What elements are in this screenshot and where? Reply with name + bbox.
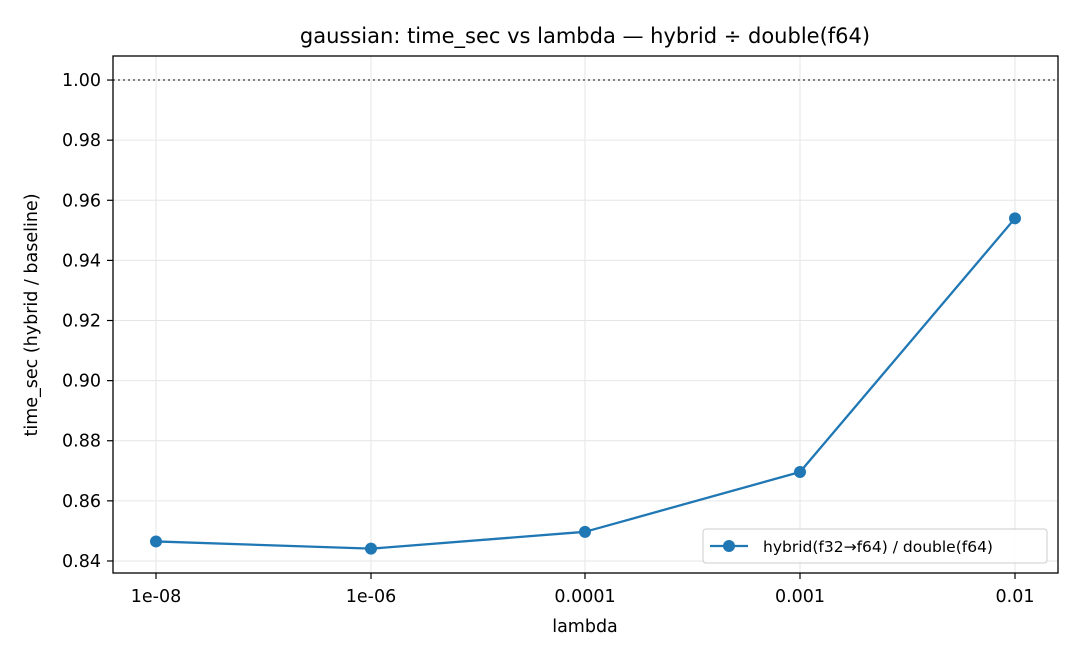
data-point	[365, 542, 377, 555]
y-axis-title: time_sec (hybrid / baseline)	[22, 193, 42, 436]
y-tick-label: 0.96	[62, 191, 101, 211]
legend-label: hybrid(f32→f64) / double(f64)	[763, 538, 993, 556]
x-tick-label: 1e-08	[131, 587, 181, 607]
y-ticks: 0.84 0.86 0.88 0.90 0.92 0.94 0.96 0.98 1.00	[62, 71, 113, 572]
data-point	[794, 466, 806, 479]
y-tick-label: 0.94	[62, 251, 101, 271]
x-tick-label: 0.001	[775, 587, 825, 607]
y-tick-label: 0.98	[62, 131, 101, 151]
y-tick-label: 0.86	[62, 492, 101, 512]
grid-lines	[113, 56, 1058, 573]
y-tick-label: 0.84	[62, 552, 101, 572]
x-ticks: 1e-08 1e-06 0.0001 0.001 0.01	[131, 573, 1035, 607]
y-tick-label: 1.00	[62, 71, 101, 91]
legend-marker-swatch	[723, 540, 735, 552]
series-group	[150, 212, 1021, 555]
data-point	[150, 535, 162, 548]
y-tick-label: 0.92	[62, 312, 101, 332]
x-tick-label: 1e-06	[346, 587, 396, 607]
legend: hybrid(f32→f64) / double(f64)	[702, 528, 1048, 564]
y-tick-label: 0.90	[62, 372, 101, 392]
chart-title: gaussian: time_sec vs lambda — hybrid ÷ …	[300, 24, 870, 49]
y-tick-label: 0.88	[62, 432, 101, 452]
data-point	[579, 525, 591, 538]
data-point	[1009, 212, 1021, 225]
legend-box	[702, 528, 1048, 564]
x-tick-label: 0.01	[996, 587, 1035, 607]
x-tick-label: 0.0001	[554, 587, 615, 607]
x-axis-title: lambda	[552, 617, 618, 637]
